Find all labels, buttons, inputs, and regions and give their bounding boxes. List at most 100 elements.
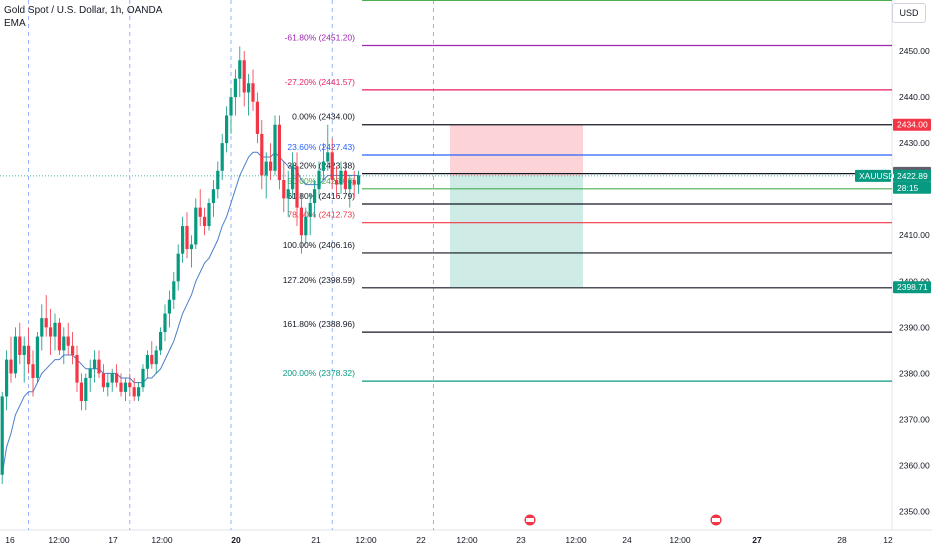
candle-body bbox=[313, 189, 317, 204]
time-tick-label: 12:00 bbox=[355, 535, 377, 545]
symbol-title: Gold Spot / U.S. Dollar, 1h, OANDA bbox=[4, 5, 163, 16]
fib-level-label: 23.60% (2427.43) bbox=[287, 142, 355, 152]
candle-body bbox=[176, 253, 180, 282]
candle-body bbox=[207, 203, 211, 227]
price-tag bbox=[893, 181, 931, 194]
candle-body bbox=[35, 336, 39, 379]
candle-body bbox=[273, 124, 277, 171]
candle-body bbox=[141, 368, 145, 388]
take-profit-zone bbox=[450, 175, 583, 288]
candle-body bbox=[229, 97, 233, 116]
candle-body bbox=[185, 226, 189, 250]
fib-level-label: 50.00% (2420.08) bbox=[287, 176, 355, 186]
candle-body bbox=[31, 364, 35, 379]
price-tag bbox=[893, 281, 931, 294]
candle-body bbox=[282, 179, 286, 199]
candle-body bbox=[220, 143, 224, 171]
candle-body bbox=[233, 78, 237, 98]
time-tick-label: 12 bbox=[883, 535, 893, 545]
price-tick-label: 2430.00 bbox=[899, 138, 930, 148]
time-tick-label: 24 bbox=[622, 535, 632, 545]
indicator-label[interactable]: EMA bbox=[4, 18, 26, 29]
candle-body bbox=[97, 359, 101, 374]
time-tick-label: 12:00 bbox=[456, 535, 478, 545]
candle-body bbox=[357, 175, 361, 185]
candle-body bbox=[145, 354, 149, 369]
candle-body bbox=[128, 382, 132, 388]
candle-body bbox=[110, 373, 114, 383]
ema-line bbox=[1, 151, 359, 475]
candle-body bbox=[159, 331, 163, 351]
fib-level-label: 200.00% (2378.32) bbox=[283, 368, 355, 378]
candle-body bbox=[57, 322, 61, 351]
fib-level-label: 78.60% (2412.73) bbox=[287, 210, 355, 220]
candle-body bbox=[194, 207, 198, 245]
economic-event-icon[interactable] bbox=[523, 513, 537, 527]
candle-body bbox=[172, 281, 176, 300]
candle-body bbox=[18, 336, 22, 355]
candle-body bbox=[198, 207, 202, 217]
price-tick-label: 2390.00 bbox=[899, 322, 930, 332]
candle-body bbox=[269, 161, 273, 171]
candle-body bbox=[119, 382, 123, 392]
candle-body bbox=[150, 354, 154, 365]
candle-body bbox=[251, 83, 255, 102]
candle-body bbox=[211, 189, 215, 204]
price-tick-label: 2350.00 bbox=[899, 507, 930, 517]
candle-body bbox=[163, 313, 167, 332]
candle-body bbox=[106, 382, 110, 388]
fib-level-label: 100.00% (2406.16) bbox=[283, 240, 355, 250]
candle-body bbox=[335, 179, 339, 185]
candle-body bbox=[123, 382, 127, 392]
time-tick-label: 12:00 bbox=[669, 535, 691, 545]
candle-body bbox=[260, 133, 264, 176]
candle-body bbox=[22, 345, 26, 355]
candle-body bbox=[167, 299, 171, 314]
price-tag-label: 28:15 bbox=[897, 183, 919, 193]
candle-body bbox=[88, 368, 92, 379]
currency-button[interactable]: USD bbox=[892, 3, 926, 23]
time-tick-label: 22 bbox=[416, 535, 426, 545]
economic-event-icon[interactable] bbox=[709, 513, 723, 527]
candle-body bbox=[330, 152, 334, 180]
fib-level-label: -27.20% (2441.57) bbox=[285, 77, 356, 87]
candle-body bbox=[62, 336, 66, 351]
time-tick-label: 12:00 bbox=[565, 535, 587, 545]
time-tick-label: 12:00 bbox=[48, 535, 70, 545]
time-tick-label: 21 bbox=[311, 535, 321, 545]
candle-body bbox=[75, 354, 79, 383]
candle-body bbox=[348, 179, 352, 190]
fib-level-label: -61.80% (2451.20) bbox=[285, 33, 356, 43]
stop-loss-zone bbox=[450, 124, 583, 176]
price-tick-label: 2360.00 bbox=[899, 461, 930, 471]
time-tick-label: 16 bbox=[5, 535, 15, 545]
candle-body bbox=[40, 318, 44, 337]
candle-body bbox=[0, 396, 4, 475]
candle-body bbox=[84, 378, 88, 402]
fib-level-label: 61.80% (2416.79) bbox=[287, 191, 355, 201]
chart-legend: Gold Spot / U.S. Dollar, 1h, OANDA EMA bbox=[4, 4, 162, 30]
candle-body bbox=[137, 387, 141, 397]
price-tick-label: 2380.00 bbox=[899, 368, 930, 378]
candle-body bbox=[317, 170, 321, 190]
candle-body bbox=[308, 203, 312, 217]
time-tick-label: 17 bbox=[108, 535, 118, 545]
candle-body bbox=[5, 359, 9, 397]
candle-body bbox=[255, 101, 259, 134]
candle-body bbox=[247, 83, 251, 93]
candle-body bbox=[238, 60, 242, 79]
price-tag-label: 2422.89 bbox=[897, 171, 928, 181]
time-tick-label: 20 bbox=[231, 535, 241, 545]
candle-body bbox=[352, 179, 356, 185]
candle-body bbox=[264, 161, 268, 176]
candle-body bbox=[295, 166, 299, 208]
price-tick-label: 2440.00 bbox=[899, 92, 930, 102]
candle-body bbox=[181, 226, 185, 254]
candle-body bbox=[189, 244, 193, 250]
candle-body bbox=[27, 345, 31, 365]
candle-body bbox=[216, 170, 220, 190]
candle-body bbox=[44, 318, 48, 328]
price-tag-label: 2434.00 bbox=[897, 120, 928, 130]
time-tick-label: 23 bbox=[516, 535, 526, 545]
